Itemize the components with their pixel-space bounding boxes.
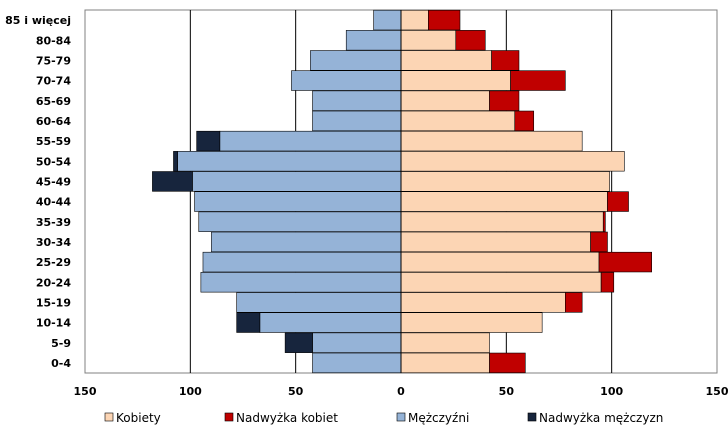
bar-nadwyzka-mezczyzn [152, 171, 193, 192]
legend-label: Nadwyżka kobiet [236, 411, 338, 425]
bar-kobiety [400, 130, 583, 152]
category-label: 5-9 [51, 337, 71, 350]
legend-swatch [104, 412, 114, 422]
category-label: 15-19 [36, 296, 71, 309]
bar-mezczyzni [312, 110, 402, 132]
bar-nadwyzka-kobiet [514, 110, 535, 132]
x-tick-label: 100 [179, 385, 202, 398]
bar-kobiety [400, 292, 566, 313]
bar-kobiety [400, 312, 543, 333]
legend-label: Kobiety [116, 411, 161, 425]
legend-swatch [396, 412, 406, 422]
bar-mezczyzni [312, 332, 402, 353]
bar-kobiety [400, 251, 600, 273]
x-tick-label: 150 [74, 385, 97, 398]
bar-nadwyzka-mezczyzn [173, 151, 178, 172]
bar-mezczyzni [219, 130, 402, 152]
bar-kobiety [400, 90, 490, 111]
category-label: 10-14 [36, 317, 72, 330]
bar-kobiety [400, 211, 604, 232]
bar-mezczyzni [312, 90, 402, 111]
x-tick-label: 100 [600, 385, 623, 398]
bar-nadwyzka-kobiet [510, 70, 566, 91]
x-tick-label: 50 [288, 385, 304, 398]
bar-nadwyzka-kobiet [491, 50, 520, 71]
bar-nadwyzka-kobiet [489, 352, 526, 374]
bar-mezczyzni [198, 211, 402, 232]
bar-mezczyzni [192, 171, 402, 192]
legend-label: Mężczyźni [408, 411, 469, 425]
bar-mezczyzni [345, 30, 402, 51]
category-label: 20-24 [36, 276, 72, 289]
category-label: 50-54 [36, 155, 72, 168]
bar-nadwyzka-kobiet [489, 90, 520, 111]
category-label: 75-79 [36, 54, 71, 67]
category-label: 70-74 [36, 75, 72, 88]
bar-mezczyzni [291, 70, 402, 91]
bar-nadwyzka-mezczyzn [196, 130, 221, 152]
bar-kobiety [400, 231, 591, 253]
x-tick-label: 150 [706, 385, 728, 398]
bar-mezczyzni [202, 251, 402, 273]
category-label: 40-44 [36, 196, 72, 209]
category-label: 55-59 [36, 135, 71, 148]
bar-nadwyzka-mezczyzn [236, 312, 261, 333]
x-tick-label: 50 [499, 385, 515, 398]
category-label: 80-84 [36, 34, 72, 47]
bar-nadwyzka-kobiet [600, 272, 615, 293]
legend-label: Nadwyżka mężczyzn [539, 411, 663, 425]
category-label: 85 i więcej [5, 14, 71, 27]
bar-mezczyzni [236, 292, 402, 313]
category-label: 0-4 [51, 357, 71, 370]
bar-kobiety [400, 70, 511, 91]
bar-mezczyzni [200, 272, 402, 293]
bar-nadwyzka-kobiet [428, 9, 461, 31]
bar-nadwyzka-kobiet [455, 30, 486, 51]
bar-kobiety [400, 171, 610, 192]
category-label: 25-29 [36, 256, 71, 269]
category-label: 65-69 [36, 95, 71, 108]
bar-mezczyzni [177, 151, 402, 172]
bar-nadwyzka-mezczyzn [284, 332, 313, 353]
bar-nadwyzka-kobiet [598, 251, 652, 273]
bar-mezczyzni [312, 352, 402, 374]
bar-mezczyzni [194, 191, 402, 212]
bar-kobiety [400, 151, 625, 172]
bar-nadwyzka-kobiet [590, 231, 608, 253]
bar-kobiety [400, 332, 490, 353]
bar-mezczyzni [373, 9, 402, 31]
category-label: 45-49 [36, 175, 71, 188]
legend-swatch [224, 412, 234, 422]
legend-swatch [527, 412, 537, 422]
bar-kobiety [400, 110, 516, 132]
bar-mezczyzni [310, 50, 402, 71]
bar-kobiety [400, 191, 608, 212]
bar-nadwyzka-kobiet [607, 191, 629, 212]
bar-mezczyzni [259, 312, 402, 333]
bar-mezczyzni [211, 231, 402, 253]
bar-kobiety [400, 352, 490, 374]
category-label: 60-64 [36, 115, 72, 128]
bar-kobiety [400, 50, 492, 71]
bar-kobiety [400, 9, 429, 31]
bar-nadwyzka-kobiet [565, 292, 583, 313]
category-label: 30-34 [36, 236, 72, 249]
category-label: 35-39 [36, 216, 71, 229]
bar-nadwyzka-kobiet [602, 211, 606, 232]
x-tick-label: 0 [397, 385, 405, 398]
bar-kobiety [400, 30, 457, 51]
bar-kobiety [400, 272, 602, 293]
